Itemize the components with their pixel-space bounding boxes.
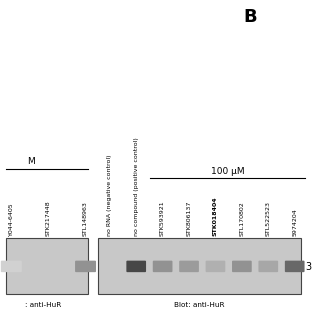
FancyBboxPatch shape [232,260,252,272]
Text: no RNA (negative control): no RNA (negative control) [107,154,112,236]
FancyBboxPatch shape [259,260,278,272]
FancyBboxPatch shape [126,260,146,272]
Bar [6,238,88,294]
Text: STK593921: STK593921 [160,200,165,236]
FancyBboxPatch shape [75,260,96,272]
Text: STK018404: STK018404 [213,196,218,236]
Text: STK217448: STK217448 [46,200,51,236]
Text: 3: 3 [306,262,312,272]
Text: STL170802: STL170802 [239,201,244,236]
Text: : anti-HuR: : anti-HuR [25,302,61,308]
FancyBboxPatch shape [153,260,172,272]
Text: B: B [243,8,257,26]
Text: no compound (positive control): no compound (positive control) [134,137,139,236]
FancyBboxPatch shape [1,260,22,272]
Text: 100 μM: 100 μM [211,167,244,176]
Text: 5974204: 5974204 [292,208,297,236]
FancyBboxPatch shape [179,260,199,272]
Text: STL522523: STL522523 [266,201,271,236]
Text: STL148963: STL148963 [83,201,88,236]
Text: Y044-6405: Y044-6405 [9,202,14,236]
FancyBboxPatch shape [285,260,305,272]
FancyBboxPatch shape [206,260,225,272]
Text: Blot: anti-HuR: Blot: anti-HuR [174,302,224,308]
Bar [98,238,301,294]
Text: M: M [27,157,35,166]
Text: STK806137: STK806137 [187,200,192,236]
